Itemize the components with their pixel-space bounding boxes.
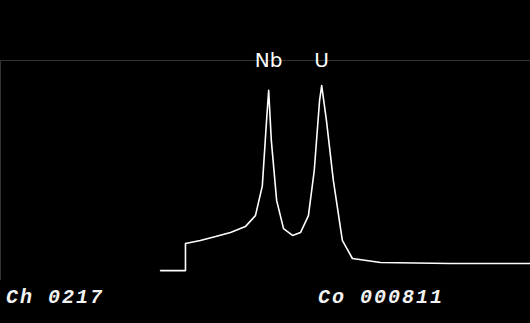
svg-text:Nb: Nb — [255, 48, 283, 72]
html-text:Co 000811: Co 000811 — [318, 286, 444, 309]
svg-text:U: U — [314, 48, 329, 72]
html-text:Ch 0217: Ch 0217 — [6, 286, 104, 309]
